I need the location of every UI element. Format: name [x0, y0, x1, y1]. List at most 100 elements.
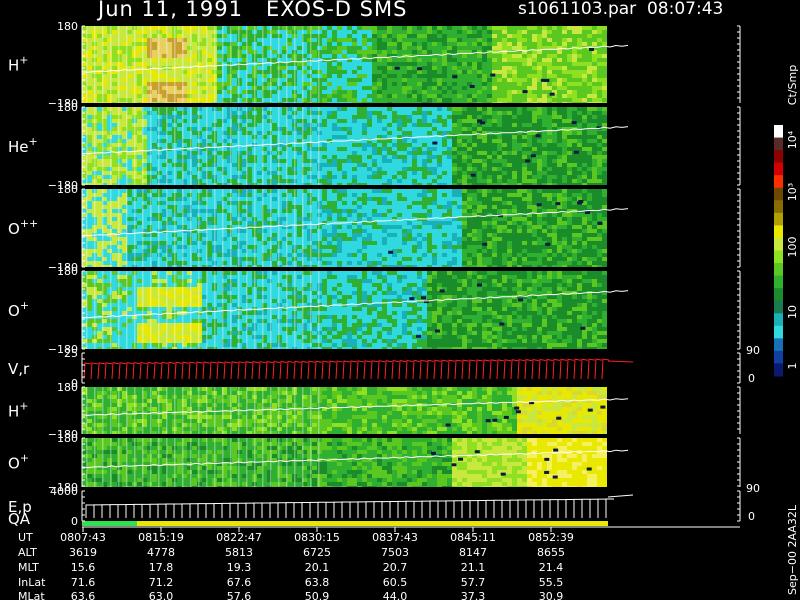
heatmap-cell — [507, 123, 512, 127]
heatmap-cell — [102, 62, 107, 66]
heatmap-cell — [342, 98, 347, 102]
heatmap-cell — [302, 143, 307, 147]
heatmap-cell — [247, 78, 252, 82]
heatmap-cell — [497, 66, 502, 70]
heatmap-cell — [197, 253, 202, 257]
heatmap-cell — [262, 66, 267, 70]
heatmap-cell — [167, 265, 172, 267]
heatmap-cell — [292, 74, 297, 78]
heatmap-cell — [487, 90, 492, 94]
heatmap-cell — [532, 62, 537, 66]
heatmap-cell — [177, 221, 182, 225]
heatmap-cell — [342, 90, 347, 94]
heatmap-cell — [562, 50, 567, 54]
heatmap-cell — [242, 143, 247, 147]
heatmap-cell — [547, 175, 552, 179]
heatmap-cell — [167, 90, 172, 94]
heatmap-cell — [492, 70, 497, 74]
heatmap-cell — [457, 46, 462, 50]
heatmap-cell — [152, 70, 157, 74]
heatmap-cell — [287, 179, 292, 183]
heatmap-cell — [107, 159, 112, 163]
heatmap-cell — [202, 50, 207, 54]
heatmap-cell — [462, 155, 467, 159]
heatmap-cell — [302, 131, 307, 135]
heatmap-cell — [532, 74, 537, 78]
heatmap-cell — [602, 102, 607, 103]
heatmap-cell — [227, 70, 232, 74]
heatmap-cell — [432, 50, 437, 54]
heatmap-cell — [252, 26, 257, 30]
heatmap-cell — [472, 42, 477, 46]
heatmap-cell — [312, 102, 317, 103]
heatmap-cell — [102, 127, 107, 131]
heatmap-cell — [337, 183, 342, 185]
heatmap-cell — [462, 74, 467, 78]
heatmap-cell — [437, 78, 442, 82]
heatmap-cell — [542, 143, 547, 147]
heatmap-cell — [497, 26, 502, 30]
heatmap-cell — [452, 167, 457, 171]
heatmap-cell — [502, 155, 507, 159]
heatmap-cell — [217, 245, 222, 249]
heatmap-cell — [537, 179, 542, 183]
heatmap-cell — [502, 183, 507, 185]
heatmap-cell — [182, 163, 187, 167]
heatmap-cell — [197, 34, 202, 38]
heatmap-cell — [282, 74, 287, 78]
heatmap-cell — [202, 233, 207, 237]
heatmap-cell — [172, 82, 177, 86]
heatmap-cell — [197, 66, 202, 70]
heatmap-cell — [562, 86, 567, 90]
heatmap-cell — [192, 155, 197, 159]
heatmap-cell — [332, 90, 337, 94]
heatmap-cell — [282, 102, 287, 103]
heatmap-cell — [272, 179, 277, 183]
heatmap-cell — [502, 98, 507, 102]
heatmap-cell — [327, 26, 332, 30]
heatmap-cell — [602, 46, 607, 50]
heatmap-cell — [107, 205, 112, 209]
heatmap-cell — [277, 74, 282, 78]
heatmap-cell — [372, 102, 377, 103]
heatmap-cell — [142, 171, 147, 175]
heatmap-cell — [602, 135, 607, 139]
heatmap-cell — [107, 62, 112, 66]
heatmap-cell — [452, 183, 457, 185]
heatmap-cell — [432, 34, 437, 38]
heatmap-cell — [212, 213, 217, 217]
heatmap-cell — [177, 50, 182, 54]
heatmap-cell — [542, 167, 547, 171]
heatmap-cell — [97, 175, 102, 179]
heatmap-cell — [287, 139, 292, 143]
heatmap-cell — [312, 42, 317, 46]
heatmap-cell — [487, 38, 492, 42]
heatmap-cell — [307, 183, 312, 185]
heatmap-cell — [382, 127, 387, 131]
heatmap-cell — [567, 54, 572, 58]
heatmap-cell — [97, 34, 102, 38]
heatmap-cell — [452, 111, 457, 115]
heatmap-cell — [247, 107, 252, 111]
heatmap-cell — [207, 127, 212, 131]
heatmap-cell — [467, 127, 472, 131]
heatmap-cell — [242, 30, 247, 34]
heatmap-cell — [392, 66, 397, 70]
heatmap-cell — [552, 50, 557, 54]
heatmap-cell — [217, 115, 222, 119]
heatmap-cell — [87, 253, 92, 257]
heatmap-cell — [172, 175, 177, 179]
heatmap-cell — [232, 233, 237, 237]
heatmap-cell — [102, 261, 107, 265]
heatmap-cell — [522, 163, 527, 167]
heatmap-cell — [127, 74, 132, 78]
heatmap-cell — [122, 163, 127, 167]
heatmap-cell — [117, 147, 122, 151]
heatmap-cell — [587, 90, 592, 94]
heatmap-cell — [202, 54, 207, 58]
heatmap-cell — [212, 205, 217, 209]
heatmap-cell — [457, 102, 462, 103]
heatmap-cell — [537, 171, 542, 175]
heatmap-cell — [127, 62, 132, 66]
low-count-pixel — [540, 78, 546, 82]
